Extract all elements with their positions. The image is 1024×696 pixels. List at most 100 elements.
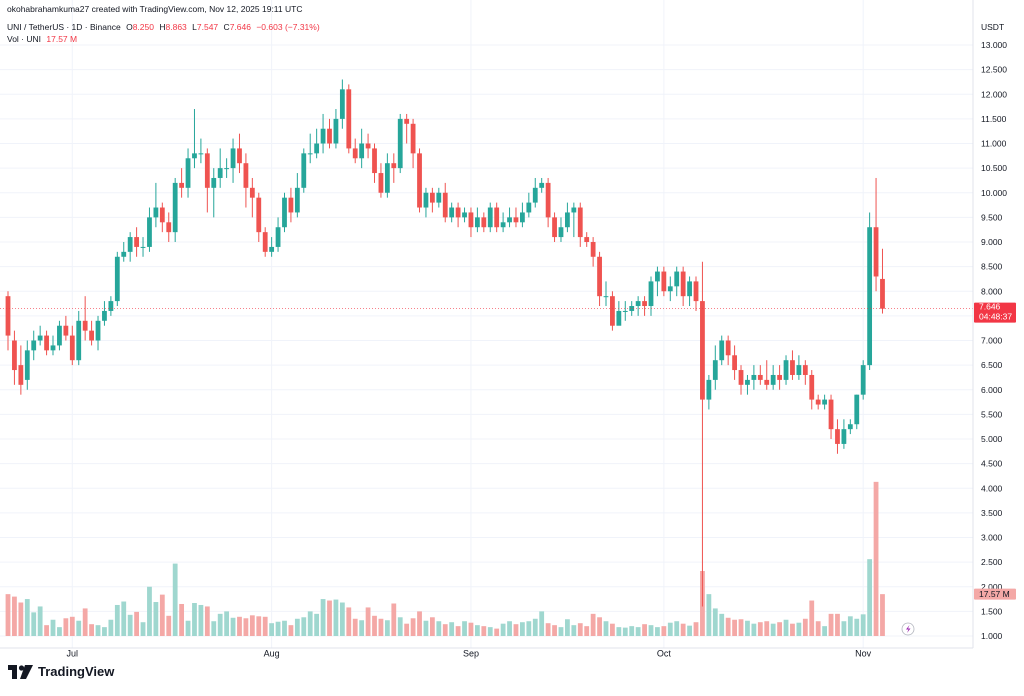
candle-body [243,163,249,188]
volume-bar [12,596,17,636]
candle-body [436,192,442,203]
volume-bars [5,481,885,636]
volume-bar [346,607,352,636]
volume-bar [31,612,37,636]
candle-body [880,278,885,309]
symbol-title[interactable]: UNI / TetherUS · 1D · Binance [7,22,121,32]
volume-bar [140,622,146,636]
candle-body [217,168,223,178]
volume-label[interactable]: Vol · UNI [7,34,42,44]
volume-bar [738,619,744,636]
candle-body [359,143,365,159]
volume-legend[interactable]: Vol · UNI 17.57 M [7,34,80,44]
candle-body [693,281,699,302]
price-tick-label: 10.000 [981,188,1007,198]
candle-body [57,325,62,346]
candle-body [558,227,564,238]
candle-body [526,202,532,213]
volume-bar [835,613,840,636]
candle-body [185,158,191,188]
volume-bar [481,626,487,636]
price-tick-label: 7.000 [981,336,1003,346]
candle-body [520,212,525,223]
replay-icon[interactable] [901,622,915,636]
volume-bar [565,619,570,636]
volume-bar [262,616,268,636]
candle-body [700,301,705,400]
candle-body [114,256,120,302]
ohlc-legend[interactable]: UNI / TetherUS · 1D · Binance O8.250 H8.… [7,22,323,32]
volume-bar [571,625,577,636]
volume-bar [282,620,287,636]
candle-body [532,187,538,203]
candle-body [314,143,320,154]
candle-body [82,320,88,331]
volume-bar [790,623,795,636]
price-tick-label: 3.500 [981,508,1003,518]
volume-bar [327,600,332,636]
volume-bar [616,627,622,636]
last-price-value: 7.646 [979,302,1001,312]
volume-bar [841,621,847,636]
volume-bar [455,626,461,636]
candle-body [449,207,455,218]
change-value: −0.603 (−7.31%) [256,22,320,32]
volume-bar [237,616,242,636]
price-axis[interactable]: 13.000 12.500 12.000 11.500 11.000 10.500 10.0… [981,40,1007,641]
candle-body [474,217,480,228]
volume-bar [667,622,673,636]
open-value: 8.250 [132,22,154,32]
candle-body [642,301,647,307]
price-tick-label: 3.000 [981,533,1003,543]
time-axis[interactable]: Jul Aug Sep Oct Nov [67,648,872,658]
volume-bar [288,625,294,636]
volume-bar [384,620,390,636]
volume-bar [417,611,422,636]
candle-body [565,212,570,228]
candle-body [352,148,358,159]
volume-bar [95,625,101,636]
volume-bar [50,619,56,636]
volume-bar [796,622,802,636]
volume-bar [680,623,686,636]
volume-bar [802,618,808,636]
candle-body [802,365,808,375]
candle-body [37,335,43,341]
candle-body [102,310,107,321]
candle-body [809,374,815,400]
candle-body [738,370,744,385]
volume-bar [102,627,107,636]
candle-body [320,128,326,144]
volume-bar [185,620,191,636]
candle-body [153,207,159,218]
volume-bar [172,563,178,636]
candle-body [429,192,435,203]
candle-body [301,153,307,188]
price-tick-label: 11.500 [981,114,1007,124]
volume-bar [365,607,371,636]
volume-bar [603,621,609,636]
candle-body [147,217,152,247]
price-tick-label: 12.000 [981,89,1007,99]
volume-bar [539,611,545,636]
candle-body [256,197,262,233]
price-tick-label: 1.000 [981,631,1003,641]
tradingview-logo[interactable]: TradingView [8,664,114,679]
price-tick-label: 2.000 [981,582,1003,592]
candle-body [655,271,660,282]
time-tick-label: Oct [657,648,672,658]
volume-bar [860,614,866,636]
volume-bar [487,627,493,636]
candle-body [365,143,371,149]
volume-bar [629,626,635,636]
volume-bar [693,622,699,636]
candle-body [18,365,24,385]
candle-body [249,187,255,198]
candle-body [507,217,512,223]
candle-body [327,128,332,144]
volume-bar [764,621,770,636]
candle-body [667,286,673,292]
candle-body [63,325,69,336]
